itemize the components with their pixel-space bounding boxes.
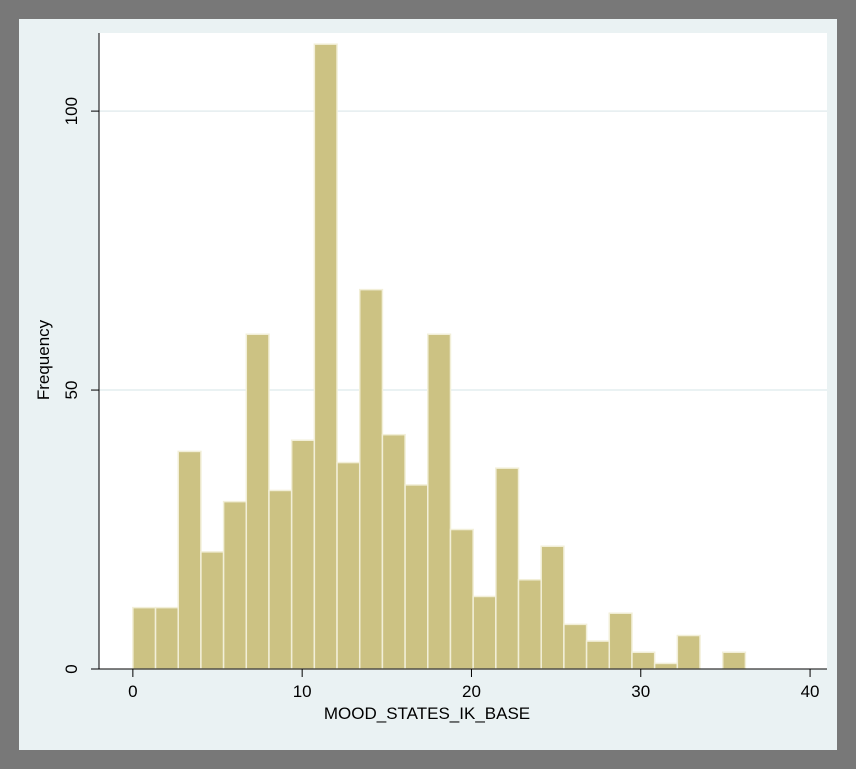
histogram-bar xyxy=(313,43,338,670)
histogram-bar xyxy=(222,500,248,670)
histogram-bar xyxy=(608,612,633,670)
histogram-bar xyxy=(495,467,520,670)
histogram-bar xyxy=(563,623,588,670)
x-tick-label: 30 xyxy=(631,682,650,701)
chart-frame: 0 10 20 30 40 0 50 100 MOOD_STATES_IK_BASE Freq… xyxy=(19,19,837,750)
histogram-bar xyxy=(472,595,497,670)
histogram-bar xyxy=(585,640,611,670)
x-tick-label: 20 xyxy=(462,682,481,701)
histogram-bar xyxy=(517,578,542,670)
gridlines xyxy=(99,110,827,391)
x-tick-label: 40 xyxy=(801,682,820,701)
histogram-bar xyxy=(200,551,225,670)
histogram-bar xyxy=(177,450,202,670)
histogram-bar xyxy=(154,606,179,670)
histogram-bar xyxy=(381,433,406,670)
histogram-bar xyxy=(336,461,361,670)
y-tick-label: 100 xyxy=(62,97,81,125)
histogram-bar xyxy=(653,662,679,670)
histogram-bar xyxy=(721,651,747,670)
histogram-bar xyxy=(676,634,701,670)
histogram-chart: 0 10 20 30 40 0 50 100 MOOD_STATES_IK_BASE Freq… xyxy=(34,33,827,723)
histogram-bar xyxy=(427,333,452,670)
histogram-bar xyxy=(358,288,384,670)
histogram-bar xyxy=(290,439,316,670)
x-tick-label: 0 xyxy=(128,682,137,701)
histogram-bar xyxy=(540,545,565,670)
histogram-bar xyxy=(631,651,656,670)
histogram-bar xyxy=(449,528,474,670)
y-tick-label: 0 xyxy=(62,664,81,673)
histogram-bar xyxy=(132,606,157,670)
histogram-bar xyxy=(404,484,429,670)
axes: 0 10 20 30 40 0 50 100 xyxy=(62,33,827,701)
x-tick-label: 10 xyxy=(293,682,312,701)
x-axis-title: MOOD_STATES_IK_BASE xyxy=(324,704,530,723)
histogram-bar xyxy=(268,489,293,670)
y-axis-title: Frequency xyxy=(34,319,53,400)
histogram-bar xyxy=(245,333,270,670)
y-tick-label: 50 xyxy=(62,381,81,400)
